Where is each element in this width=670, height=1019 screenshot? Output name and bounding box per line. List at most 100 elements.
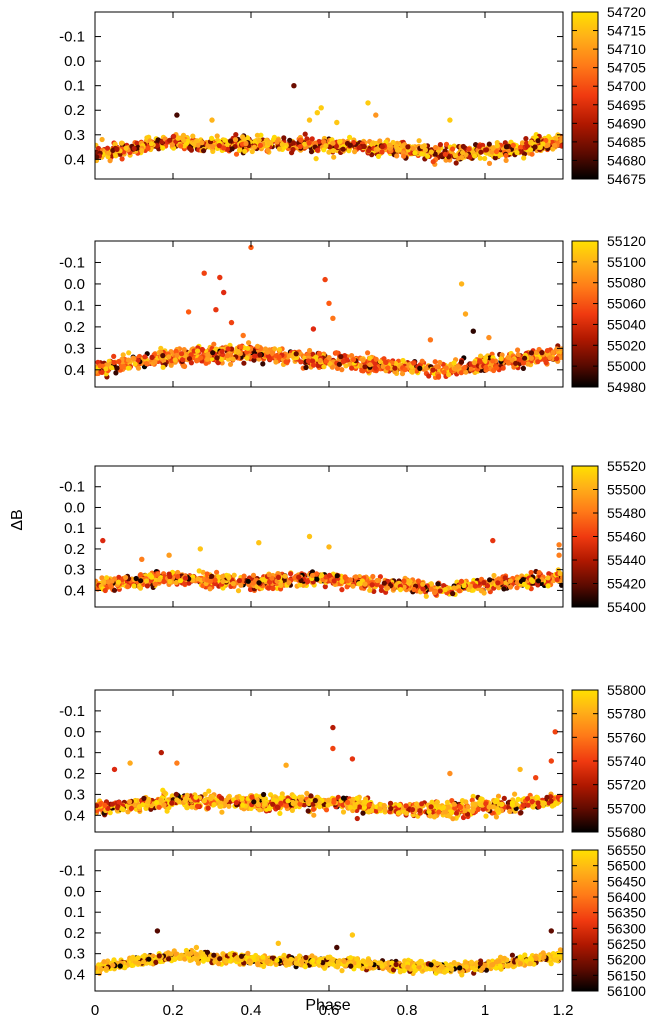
data-point: [527, 147, 534, 153]
data-point: [273, 798, 279, 804]
data-point: [416, 138, 422, 144]
data-point-outlier: [556, 552, 562, 558]
data-point: [194, 348, 201, 354]
data-point: [233, 151, 240, 157]
colorbar-tick-label: 55680: [607, 824, 646, 840]
data-point: [202, 791, 208, 797]
data-point: [375, 153, 382, 159]
data-point: [432, 359, 438, 365]
data-point: [119, 140, 125, 146]
data-point: [141, 795, 147, 802]
data-point: [201, 148, 207, 154]
data-point: [441, 804, 447, 811]
data-point: [469, 797, 475, 803]
data-point: [471, 360, 477, 366]
data-point: [443, 809, 449, 815]
data-point: [95, 154, 100, 160]
data-point: [257, 142, 263, 148]
data-point: [394, 153, 400, 159]
data-point: [291, 794, 297, 800]
data-point: [212, 577, 218, 583]
colorbar-tick-label: 55740: [607, 753, 646, 769]
data-point-outlier: [490, 537, 496, 544]
data-point: [174, 797, 180, 803]
data-point: [490, 145, 496, 151]
data-point-outlier: [470, 328, 476, 334]
data-point: [433, 364, 440, 370]
data-point: [240, 134, 246, 140]
data-point: [427, 813, 433, 819]
data-point: [469, 808, 475, 815]
data-point: [301, 141, 308, 147]
colorbar-tick-label: 54715: [607, 23, 646, 39]
data-point: [194, 803, 201, 809]
data-point-outlier: [127, 760, 133, 766]
data-point: [188, 360, 194, 366]
data-point: [97, 363, 103, 369]
panel-3: -0.10.00.10.20.30.4555205550055480554605…: [59, 458, 646, 615]
data-point: [437, 142, 443, 148]
data-point-outlier: [256, 540, 262, 546]
colorbar-tick-label: 55520: [607, 458, 646, 474]
data-point: [144, 583, 150, 589]
data-point: [167, 579, 173, 585]
colorbar-tick-label: 54675: [607, 171, 646, 187]
data-point: [188, 147, 194, 153]
data-point: [377, 138, 383, 144]
data-point-outlier: [217, 274, 223, 281]
colorbar-tick-label: 55760: [607, 729, 646, 745]
data-point: [486, 141, 492, 147]
data-point: [493, 814, 499, 820]
data-point: [138, 578, 144, 584]
data-point: [206, 788, 212, 794]
data-point-outlier: [174, 760, 180, 766]
data-point: [173, 348, 179, 354]
data-point: [179, 351, 185, 357]
data-point-outlier: [548, 758, 554, 764]
data-point: [306, 140, 312, 146]
data-point: [365, 350, 371, 356]
data-point: [409, 807, 416, 813]
data-point: [307, 347, 313, 354]
data-point: [160, 364, 166, 370]
data-point: [494, 143, 500, 149]
data-point: [121, 363, 127, 370]
data-point: [158, 345, 164, 351]
data-point: [514, 585, 520, 591]
data-point: [269, 350, 275, 356]
data-point: [520, 360, 527, 366]
y-tick-label: 0.0: [64, 53, 85, 70]
data-point: [369, 582, 375, 588]
data-point: [276, 354, 282, 360]
data-point: [514, 149, 520, 156]
data-point: [119, 156, 125, 162]
data-point: [462, 808, 468, 814]
data-point: [205, 352, 211, 358]
panel-1: -0.10.00.10.20.30.4547205471554710547055…: [59, 4, 646, 187]
data-point: [453, 160, 459, 166]
data-point: [131, 356, 137, 362]
data-point-outlier: [209, 117, 215, 123]
data-point: [452, 153, 458, 159]
data-point: [304, 790, 310, 797]
data-point-outlier: [533, 775, 539, 781]
data-point: [173, 579, 179, 586]
colorbar-tick-label: 54720: [607, 4, 646, 20]
data-point: [139, 148, 145, 154]
data-point: [528, 350, 535, 356]
data-point: [211, 802, 217, 808]
data-point: [102, 587, 108, 594]
data-point: [241, 360, 247, 366]
data-point-outlier: [306, 533, 313, 540]
data-point: [209, 135, 215, 141]
data-point: [492, 799, 498, 805]
data-point: [367, 362, 373, 368]
data-point-outlier: [201, 270, 207, 276]
data-point: [466, 146, 472, 152]
colorbar-scale: [571, 240, 599, 388]
data-point: [174, 352, 180, 358]
data-point: [105, 579, 112, 585]
data-point: [278, 582, 284, 589]
